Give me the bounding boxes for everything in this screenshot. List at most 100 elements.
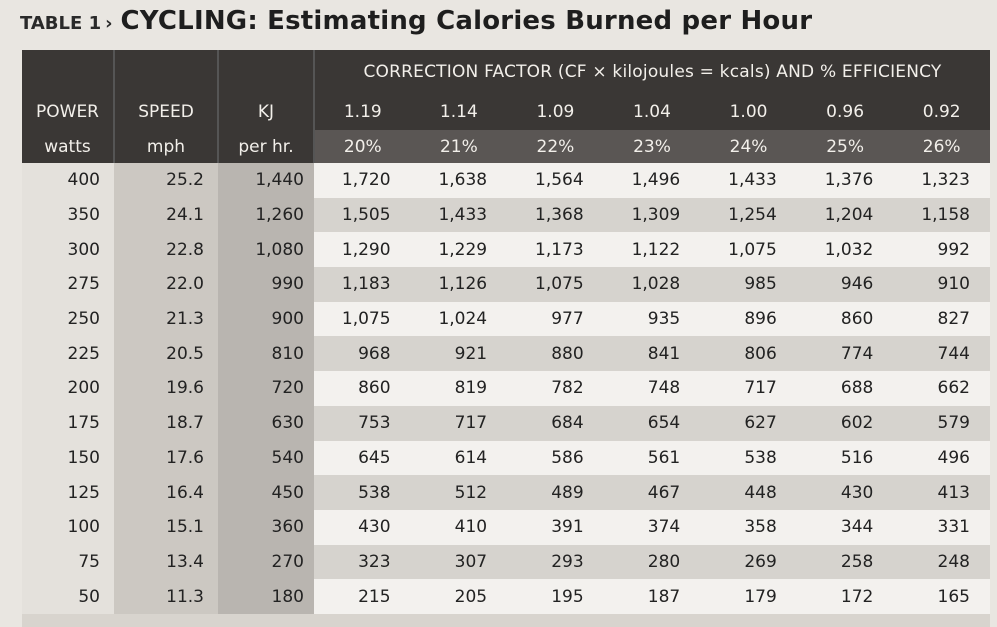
kcal-cell: 1,028: [603, 267, 701, 302]
kcal-cell: 645: [314, 440, 411, 476]
kcal-cell: 489: [507, 475, 604, 510]
table-row: 125 16.4 450 538 512 489 467 448 430 413: [22, 475, 990, 510]
kcal-cell: 1,496: [603, 163, 701, 198]
speed-cell: 11.3: [114, 579, 218, 614]
speed-cell: 16.4: [114, 475, 218, 510]
kcal-cell: 614: [410, 440, 508, 476]
kcal-cell: 358: [700, 509, 797, 545]
kcal-cell: 717: [410, 405, 508, 441]
kj-cell: 1,440: [218, 163, 314, 198]
table-heading: CYCLING: Estimating Calories Burned per …: [120, 6, 813, 36]
kj-cell: 1,080: [218, 232, 314, 268]
kcal-cell: 538: [700, 440, 797, 476]
kcal-cell: 946: [796, 267, 894, 302]
kcal-cell: 269: [700, 544, 797, 580]
kcal-cell: 430: [796, 475, 894, 510]
kj-cell: 900: [218, 301, 314, 337]
table-row: 300 22.8 1,080 1,290 1,229 1,173 1,122 1,075 1,0…: [22, 232, 990, 268]
power-cell: 350: [22, 197, 114, 233]
kcal-cell: 1,158: [893, 197, 990, 233]
kcal-cell: 430: [314, 509, 411, 545]
kcal-cell: 496: [893, 440, 990, 476]
kcal-cell: 1,309: [603, 197, 701, 233]
kcal-cell: 819: [410, 371, 508, 406]
kcal-cell: 195: [507, 579, 604, 614]
speed-cell: 17.6: [114, 440, 218, 476]
kj-cell: 360: [218, 509, 314, 545]
power-cell: 50: [22, 579, 114, 614]
correction-factor-6: 0.92: [893, 94, 990, 130]
kj-header: KJ: [218, 94, 315, 130]
efficiency-5: 25%: [796, 130, 894, 163]
kj-cell: 270: [218, 544, 314, 580]
table-row: 175 18.7 630 753 717 684 654 627 602 579: [22, 405, 990, 441]
kcal-cell: 992: [893, 232, 990, 268]
speed-cell: 25.2: [114, 163, 218, 198]
kcal-cell: 1,204: [796, 197, 894, 233]
correction-factor-5: 0.96: [796, 94, 894, 130]
calories-table: CORRECTION FACTOR (CF × kilojoules = kca…: [22, 50, 990, 627]
header-blank-2: [114, 50, 219, 94]
kcal-cell: 1,126: [410, 267, 508, 302]
kj-cell: 450: [218, 475, 314, 510]
kcal-cell: 827: [893, 301, 990, 337]
kj-cell: 990: [218, 267, 314, 302]
kcal-cell: 538: [314, 475, 411, 510]
speed-cell: 22.0: [114, 267, 218, 302]
header-blank-1: [22, 50, 115, 94]
kcal-cell: 215: [314, 579, 411, 614]
chevron-right-icon: ›: [105, 13, 113, 34]
kcal-cell: 1,173: [507, 232, 604, 268]
kcal-cell: 753: [314, 405, 411, 441]
table-row: 75 13.4 270 323 307 293 280 269 258 248: [22, 544, 990, 580]
kj-cell: 810: [218, 336, 314, 372]
table-row: 225 20.5 810 968 921 880 841 806 774 744: [22, 336, 990, 372]
kcal-cell: 744: [893, 336, 990, 372]
header-blank-3: [218, 50, 315, 94]
kcal-cell: 307: [410, 544, 508, 580]
kcal-cell: 662: [893, 371, 990, 406]
table-row: 275 22.0 990 1,183 1,126 1,075 1,028 985 946 910: [22, 267, 990, 302]
efficiency-3: 23%: [603, 130, 701, 163]
correction-factor-1: 1.14: [410, 94, 508, 130]
kj-cell: 180: [218, 579, 314, 614]
kcal-cell: 841: [603, 336, 701, 372]
kcal-cell: 1,376: [796, 163, 894, 198]
power-cell: 275: [22, 267, 114, 302]
kcal-cell: 1,323: [893, 163, 990, 198]
kcal-cell: 748: [603, 371, 701, 406]
kcal-cell: 1,254: [700, 197, 797, 233]
kj-cell: 630: [218, 405, 314, 441]
kcal-cell: 205: [410, 579, 508, 614]
kcal-cell: 684: [507, 405, 604, 441]
kcal-cell: 935: [603, 301, 701, 337]
kcal-cell: 448: [700, 475, 797, 510]
speed-cell: 21.3: [114, 301, 218, 337]
kcal-cell: 1,638: [410, 163, 508, 198]
kcal-cell: 1,183: [314, 267, 411, 302]
kcal-cell: 1,720: [314, 163, 411, 198]
kcal-cell: 910: [893, 267, 990, 302]
kcal-cell: 782: [507, 371, 604, 406]
speed-cell: 18.7: [114, 405, 218, 441]
speed-cell: 13.4: [114, 544, 218, 580]
kcal-cell: 1,505: [314, 197, 411, 233]
kcal-cell: 806: [700, 336, 797, 372]
kcal-cell: 413: [893, 475, 990, 510]
power-cell: 300: [22, 232, 114, 268]
power-cell: 400: [22, 163, 114, 198]
speed-cell: 19.6: [114, 371, 218, 406]
kcal-cell: 602: [796, 405, 894, 441]
kj-cell: 540: [218, 440, 314, 476]
kcal-cell: 323: [314, 544, 411, 580]
table-title: TABLE 1 › CYCLING: Estimating Calories B…: [20, 6, 812, 36]
kcal-cell: 921: [410, 336, 508, 372]
power-header: POWER: [22, 94, 115, 130]
kcal-cell: 561: [603, 440, 701, 476]
table-header: CORRECTION FACTOR (CF × kilojoules = kca…: [22, 50, 990, 163]
kj-cell: 720: [218, 371, 314, 406]
kcal-cell: 187: [603, 579, 701, 614]
kcal-cell: 1,564: [507, 163, 604, 198]
kcal-cell: 516: [796, 440, 894, 476]
data-table: CORRECTION FACTOR (CF × kilojoules = kca…: [22, 50, 990, 614]
